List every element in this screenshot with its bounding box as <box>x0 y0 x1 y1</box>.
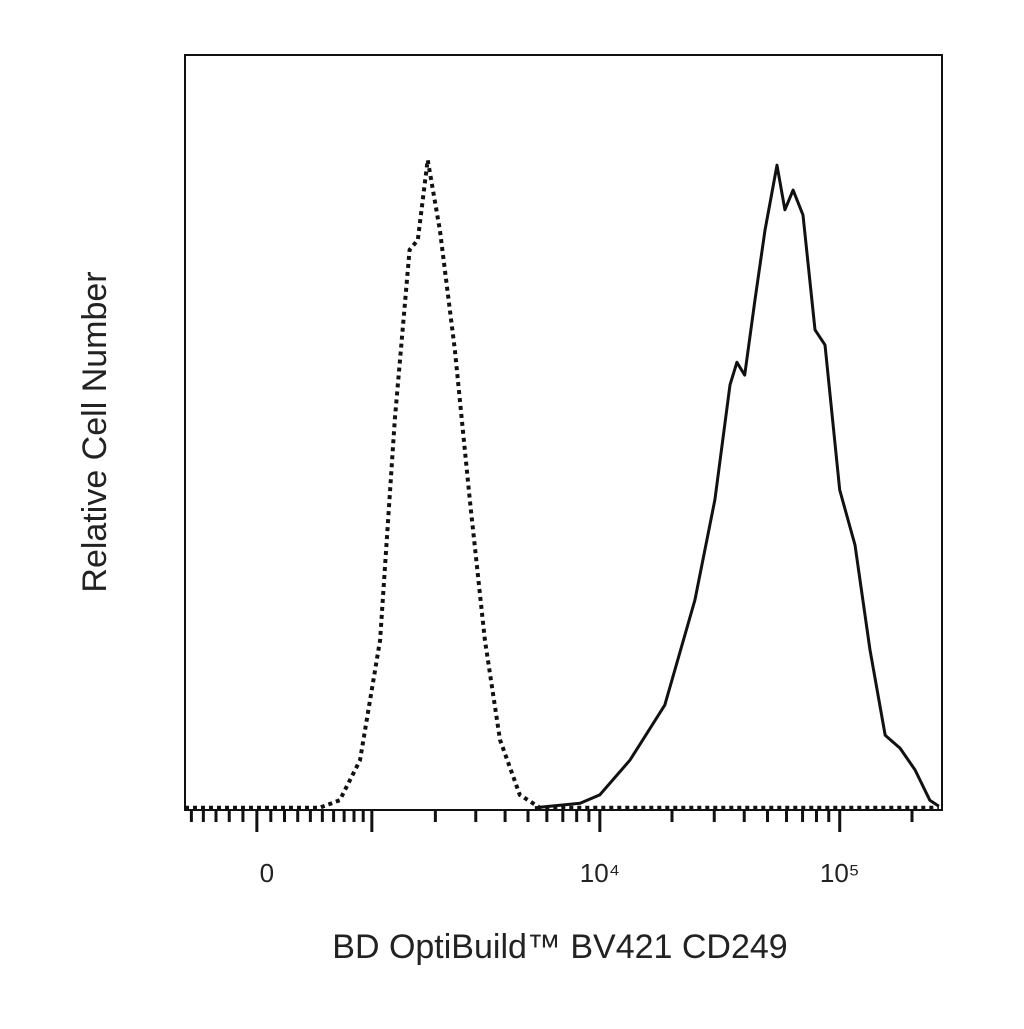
x-tick-label: 0 <box>260 858 274 888</box>
plot-frame <box>184 54 943 811</box>
y-axis-label: Relative Cell Number <box>76 271 114 592</box>
x-axis-label: BD OptiBuild™ BV421 CD249 <box>332 928 787 966</box>
histogram-line <box>185 157 939 810</box>
histogram-line <box>534 163 940 810</box>
x-tick-label: 10⁵ <box>820 858 860 888</box>
x-tick-label: 10⁴ <box>580 858 620 888</box>
